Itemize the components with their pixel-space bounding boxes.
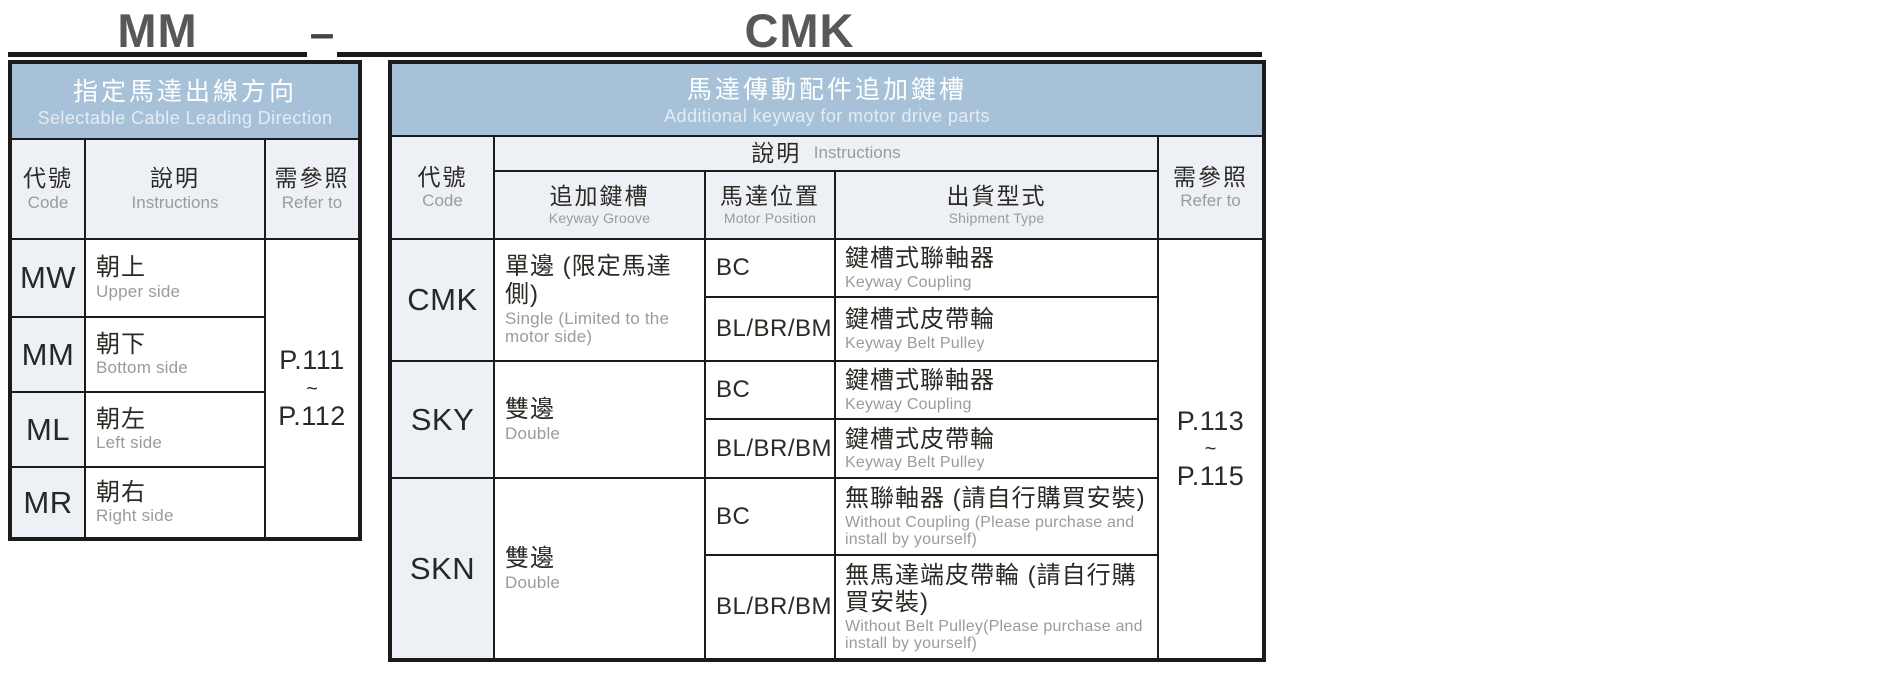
instruction-cell: 朝下 Bottom side: [84, 316, 266, 393]
col-header-code: 代號 Code: [389, 135, 495, 240]
motor-position-cell: BC: [704, 360, 836, 421]
table-row: CMK 單邊 (限定馬達側) Single (Limited to the mo…: [389, 237, 1266, 662]
col-header-instructions: 說明 Instructions: [84, 138, 266, 240]
shipment-cell: 鍵槽式皮帶輪 Keyway Belt Pulley: [834, 296, 1159, 363]
separator-dash: –: [309, 9, 335, 58]
motor-position-cell: BL/BR/BM: [704, 418, 836, 480]
motor-position-cell: BC: [704, 237, 836, 299]
code-cell-mm: MM: [9, 316, 86, 393]
right-section-title: CMK: [337, 0, 1262, 57]
motor-position-cell: BL/BR/BM: [704, 554, 836, 662]
title-separator: –: [305, 12, 339, 56]
table-row: BL/BR/BM 鍵槽式皮帶輪 Keyway Belt Pulley: [390, 418, 1264, 480]
code-cell-cmk: CMK: [389, 237, 495, 363]
keyway-cell: 單邊 (限定馬達側) Single (Limited to the motor …: [493, 237, 706, 363]
right-title-text: CMK: [744, 3, 855, 57]
keyway-table: 馬達傳動配件追加鍵槽 Additional keyway for motor d…: [388, 60, 1267, 663]
table-row: MR 朝右 Right side: [9, 466, 360, 540]
col-header-refer: 需參照 Refer to: [1156, 135, 1266, 240]
cable-direction-table: 指定馬達出線方向 Selectable Cable Leading Direct…: [8, 60, 362, 541]
code-cell-skn: SKN: [389, 477, 495, 662]
shipment-cell: 無馬達端皮帶輪 (請自行購買安裝) Without Belt Pulley(Pl…: [834, 554, 1159, 662]
col-header-shipment-type: 出貨型式 Shipment Type: [834, 170, 1159, 240]
refer-pages-cell: P.111 ~ P.112: [264, 238, 361, 540]
motor-position-cell: BC: [704, 477, 836, 557]
code-cell-mr: MR: [9, 466, 86, 540]
col-header-keyway-groove: 追加鍵槽 Keyway Groove: [493, 170, 706, 240]
instruction-cell: 朝上 Upper side: [84, 238, 266, 318]
table-row: SKY 雙邊 Double BC 鍵槽式聯軸器 Keyway Coupling: [389, 360, 1264, 480]
code-cell-sky: SKY: [389, 360, 495, 480]
keyway-cell: 雙邊 Double: [493, 477, 706, 662]
shipment-cell: 鍵槽式聯軸器 Keyway Coupling: [834, 237, 1159, 299]
cable-direction-table-header: 指定馬達出線方向 Selectable Cable Leading Direct…: [9, 61, 361, 140]
table-row: SKN 雙邊 Double BC 無聯軸器 (請自行購買安裝) Without …: [389, 477, 1264, 662]
table-title-zh: 指定馬達出線方向: [72, 77, 297, 106]
motor-position-cell: BL/BR/BM: [704, 296, 836, 363]
table-row: BL/BR/BM 鍵槽式皮帶輪 Keyway Belt Pulley: [390, 296, 1264, 363]
table-row: BL/BR/BM 無馬達端皮帶輪 (請自行購買安裝) Without Belt …: [390, 554, 1264, 662]
shipment-cell: 無聯軸器 (請自行購買安裝) Without Coupling (Please …: [834, 477, 1159, 557]
code-cell-mw: MW: [9, 238, 86, 318]
keyway-cell: 雙邊 Double: [493, 360, 706, 480]
table-title-en: Additional keyway for motor drive parts: [664, 106, 990, 127]
col-header-code: 代號 Code: [9, 138, 86, 240]
col-header-motor-position: 馬達位置 Motor Position: [704, 170, 836, 240]
table-title-zh: 馬達傳動配件追加鍵槽: [687, 76, 968, 105]
left-title-text: MM: [117, 3, 198, 57]
table-row: ML 朝左 Left side: [9, 391, 360, 468]
table-row: MM 朝下 Bottom side: [9, 316, 360, 393]
table-title-en: Selectable Cable Leading Direction: [37, 107, 333, 128]
instruction-cell: 朝右 Right side: [84, 466, 266, 540]
code-cell-ml: ML: [9, 391, 86, 468]
table-row: MW 朝上 Upper side P.111 ~ P.112: [9, 238, 361, 540]
instruction-cell: 朝左 Left side: [84, 391, 266, 468]
col-header-refer: 需參照 Refer to: [264, 138, 361, 240]
shipment-cell: 鍵槽式皮帶輪 Keyway Belt Pulley: [834, 418, 1159, 480]
col-header-instructions: 說明 Instructions: [493, 135, 1159, 172]
refer-pages-cell: P.113 ~ P.115: [1156, 237, 1266, 662]
shipment-cell: 鍵槽式聯軸器 Keyway Coupling: [834, 360, 1159, 421]
left-section-title: MM: [8, 0, 307, 57]
keyway-table-header: 馬達傳動配件追加鍵槽 Additional keyway for motor d…: [388, 61, 1266, 137]
